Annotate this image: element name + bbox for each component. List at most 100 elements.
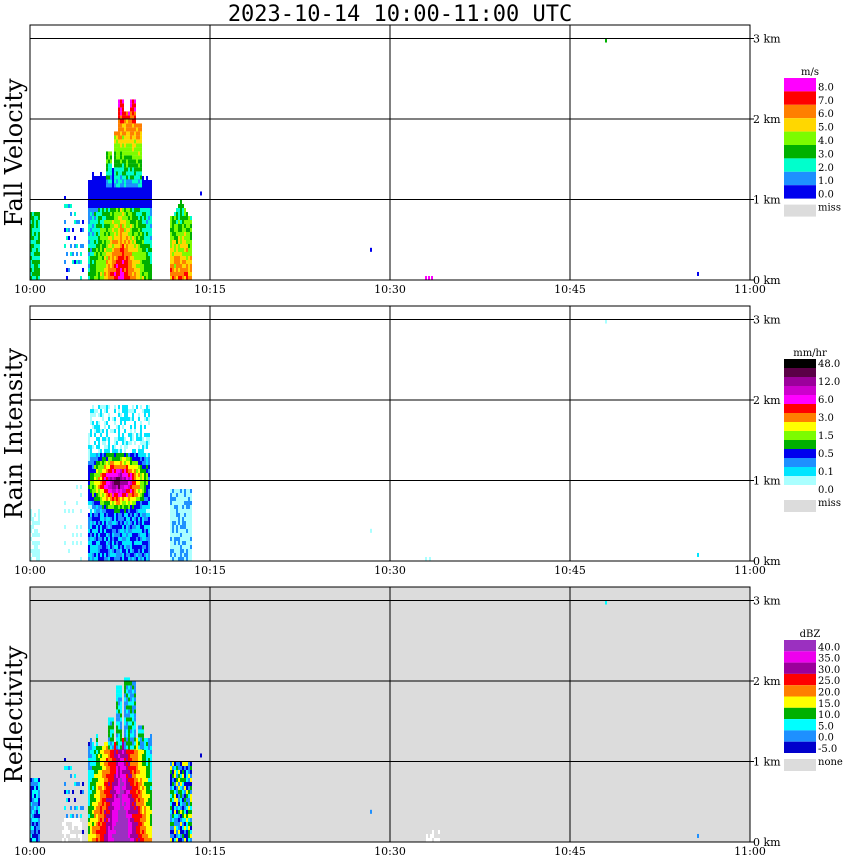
data-cell [146, 742, 148, 746]
data-cell [96, 240, 98, 244]
data-cell [134, 485, 136, 489]
data-cell [190, 557, 192, 561]
data-cell [128, 417, 130, 421]
data-cell [126, 721, 128, 726]
data-cell [186, 497, 188, 501]
data-cell [104, 224, 106, 228]
data-cell [148, 529, 150, 533]
data-cell [90, 758, 92, 762]
data-cell [136, 541, 138, 545]
data-cell [72, 260, 74, 264]
data-cell [170, 236, 172, 240]
data-cell [88, 204, 90, 208]
data-cell [128, 713, 130, 718]
data-cell [190, 790, 192, 794]
data-cell [114, 557, 116, 561]
data-cell [170, 778, 172, 782]
data-cell [106, 220, 108, 224]
data-cell [120, 549, 122, 553]
data-cell [100, 786, 102, 790]
colorbar-label: 40.0 [818, 642, 840, 653]
data-cell [132, 818, 134, 822]
data-cell [134, 99, 136, 104]
data-cell [120, 741, 122, 746]
data-cell [136, 822, 138, 826]
data-cell [126, 778, 128, 782]
data-cell [126, 762, 128, 766]
data-cell [176, 497, 178, 501]
data-cell [174, 818, 176, 822]
data-cell [186, 770, 188, 774]
data-cell [146, 529, 148, 533]
data-cell [114, 822, 116, 826]
data-cell [182, 778, 184, 782]
data-cell [96, 810, 98, 814]
data-cell [146, 770, 148, 774]
data-cell [128, 248, 130, 252]
data-cell [114, 525, 116, 529]
data-cell [92, 497, 94, 501]
data-cell [124, 826, 126, 830]
data-cell [128, 505, 130, 509]
data-cell [120, 216, 122, 220]
data-cell [182, 228, 184, 232]
data-cell [116, 437, 118, 441]
data-cell [134, 465, 136, 469]
colorbar-unit: dBZ [800, 629, 821, 640]
data-cell [124, 163, 126, 168]
data-cell [128, 545, 130, 549]
colorbar-swatch [784, 118, 816, 132]
data-cell [110, 155, 112, 160]
data-cell [178, 766, 180, 770]
y-tick-label: 2 km [753, 675, 781, 688]
data-cell [120, 806, 122, 810]
colorbar-label: 5.0 [818, 721, 834, 732]
data-cell [140, 260, 142, 264]
data-cell [36, 802, 38, 806]
data-cell [116, 786, 118, 790]
data-cell [128, 236, 130, 240]
data-cell [176, 268, 178, 272]
data-cell [120, 689, 122, 694]
data-cell [114, 236, 116, 240]
data-cell [88, 810, 90, 814]
data-cell [170, 509, 172, 513]
data-cell [90, 750, 92, 754]
data-cell [100, 497, 102, 501]
colorbar-label: 12.0 [818, 377, 840, 388]
data-cell [100, 830, 102, 834]
data-cell [78, 818, 80, 822]
data-cell [146, 417, 148, 421]
data-cell [96, 826, 98, 830]
data-cell [104, 513, 106, 517]
data-cell [90, 184, 92, 188]
data-cell [116, 425, 118, 429]
data-cell [106, 179, 108, 184]
data-cell [174, 770, 176, 774]
data-cell [94, 473, 96, 477]
data-cell [102, 248, 104, 252]
data-cell [180, 770, 182, 774]
data-cell [134, 236, 136, 240]
data-cell [122, 244, 124, 248]
data-cell [74, 806, 76, 810]
data-cell [118, 549, 120, 553]
data-cell [112, 200, 114, 204]
data-cell [140, 517, 142, 521]
data-cell [140, 786, 142, 790]
data-cell [126, 533, 128, 537]
data-cell [94, 770, 96, 774]
data-cell [92, 481, 94, 485]
data-cell [96, 445, 98, 449]
data-cell [124, 798, 126, 802]
data-cell [88, 449, 90, 453]
data-cell [138, 802, 140, 806]
data-cell [32, 830, 34, 834]
data-cell [134, 733, 136, 738]
data-cell [170, 834, 172, 838]
data-cell [96, 830, 98, 834]
data-cell [170, 838, 172, 842]
data-cell [184, 794, 186, 798]
data-cell [30, 778, 32, 782]
